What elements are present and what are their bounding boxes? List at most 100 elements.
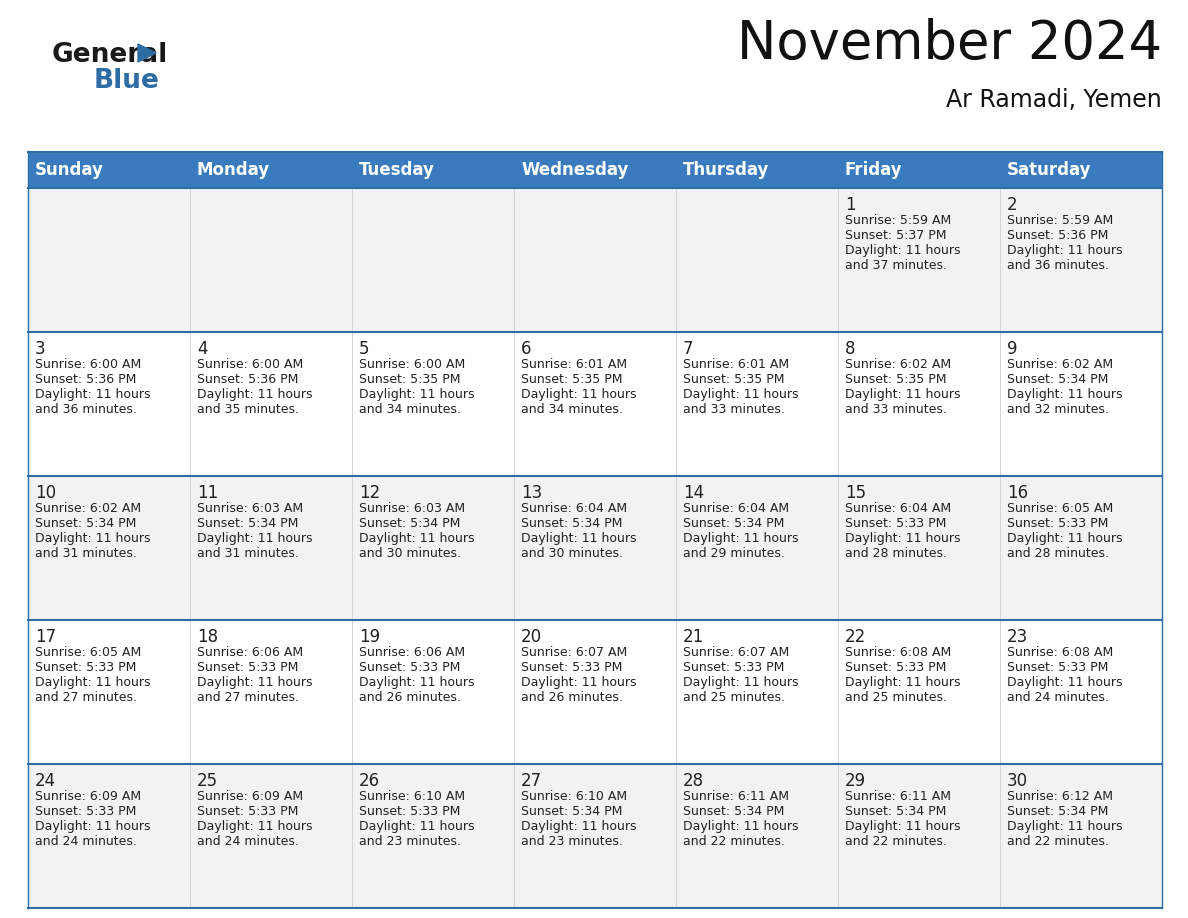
Text: Sunset: 5:34 PM: Sunset: 5:34 PM: [34, 517, 137, 530]
Text: and 25 minutes.: and 25 minutes.: [683, 691, 785, 704]
Text: and 33 minutes.: and 33 minutes.: [683, 403, 785, 416]
Bar: [838, 764, 1000, 908]
Text: Daylight: 11 hours: Daylight: 11 hours: [522, 532, 637, 545]
Text: Friday: Friday: [845, 161, 903, 179]
Text: Daylight: 11 hours: Daylight: 11 hours: [34, 388, 151, 401]
Text: Daylight: 11 hours: Daylight: 11 hours: [1007, 676, 1123, 689]
Text: Daylight: 11 hours: Daylight: 11 hours: [34, 532, 151, 545]
Bar: [838, 332, 1000, 476]
Bar: [352, 620, 514, 764]
Text: 7: 7: [683, 340, 694, 358]
Text: Saturday: Saturday: [1007, 161, 1092, 179]
Text: 15: 15: [845, 484, 866, 502]
Text: 1: 1: [845, 196, 855, 214]
Bar: [29, 764, 190, 908]
Text: Blue: Blue: [94, 68, 160, 94]
Text: 8: 8: [845, 340, 855, 358]
Text: and 22 minutes.: and 22 minutes.: [845, 835, 947, 848]
Text: and 27 minutes.: and 27 minutes.: [197, 691, 299, 704]
Text: Daylight: 11 hours: Daylight: 11 hours: [1007, 388, 1123, 401]
Text: Daylight: 11 hours: Daylight: 11 hours: [845, 244, 961, 257]
Text: Sunday: Sunday: [34, 161, 103, 179]
Text: 18: 18: [197, 628, 219, 646]
Bar: [1000, 332, 1162, 476]
Text: 10: 10: [34, 484, 56, 502]
Text: 26: 26: [359, 772, 380, 790]
Text: Sunset: 5:34 PM: Sunset: 5:34 PM: [683, 517, 784, 530]
Text: Daylight: 11 hours: Daylight: 11 hours: [34, 820, 151, 833]
Bar: [838, 476, 1000, 620]
Text: General: General: [52, 42, 169, 68]
Bar: [352, 332, 514, 476]
Text: 16: 16: [1007, 484, 1028, 502]
Bar: [29, 332, 190, 476]
Text: Daylight: 11 hours: Daylight: 11 hours: [359, 820, 474, 833]
Bar: [190, 764, 352, 908]
Text: and 26 minutes.: and 26 minutes.: [522, 691, 623, 704]
Text: 3: 3: [34, 340, 45, 358]
Text: Sunset: 5:33 PM: Sunset: 5:33 PM: [522, 661, 623, 674]
Bar: [838, 188, 1000, 332]
Text: Sunrise: 6:02 AM: Sunrise: 6:02 AM: [845, 358, 952, 371]
Text: 14: 14: [683, 484, 704, 502]
Text: Sunset: 5:34 PM: Sunset: 5:34 PM: [197, 517, 298, 530]
Text: Daylight: 11 hours: Daylight: 11 hours: [1007, 820, 1123, 833]
Text: 12: 12: [359, 484, 380, 502]
Text: Ar Ramadi, Yemen: Ar Ramadi, Yemen: [947, 88, 1162, 112]
Polygon shape: [138, 44, 156, 62]
Text: Sunset: 5:33 PM: Sunset: 5:33 PM: [845, 661, 947, 674]
Bar: [29, 620, 190, 764]
Text: 6: 6: [522, 340, 531, 358]
Text: Sunset: 5:36 PM: Sunset: 5:36 PM: [197, 373, 298, 386]
Text: and 35 minutes.: and 35 minutes.: [197, 403, 299, 416]
Text: and 24 minutes.: and 24 minutes.: [197, 835, 299, 848]
Bar: [190, 332, 352, 476]
Text: and 37 minutes.: and 37 minutes.: [845, 259, 947, 272]
Bar: [838, 620, 1000, 764]
Text: Sunset: 5:36 PM: Sunset: 5:36 PM: [1007, 229, 1108, 242]
Text: Sunrise: 6:04 AM: Sunrise: 6:04 AM: [522, 502, 627, 515]
Text: November 2024: November 2024: [737, 18, 1162, 70]
Bar: [676, 476, 838, 620]
Bar: [676, 188, 838, 332]
Text: and 33 minutes.: and 33 minutes.: [845, 403, 947, 416]
Text: 25: 25: [197, 772, 219, 790]
Text: Daylight: 11 hours: Daylight: 11 hours: [197, 532, 312, 545]
Bar: [352, 476, 514, 620]
Text: Daylight: 11 hours: Daylight: 11 hours: [683, 820, 798, 833]
Text: Daylight: 11 hours: Daylight: 11 hours: [522, 388, 637, 401]
Text: Daylight: 11 hours: Daylight: 11 hours: [683, 676, 798, 689]
Text: Sunset: 5:34 PM: Sunset: 5:34 PM: [1007, 805, 1108, 818]
Text: Sunset: 5:35 PM: Sunset: 5:35 PM: [522, 373, 623, 386]
Text: Daylight: 11 hours: Daylight: 11 hours: [522, 820, 637, 833]
Text: Daylight: 11 hours: Daylight: 11 hours: [197, 388, 312, 401]
Text: and 31 minutes.: and 31 minutes.: [197, 547, 299, 560]
Text: Sunset: 5:34 PM: Sunset: 5:34 PM: [522, 517, 623, 530]
Text: Sunrise: 6:03 AM: Sunrise: 6:03 AM: [197, 502, 303, 515]
Text: Daylight: 11 hours: Daylight: 11 hours: [845, 532, 961, 545]
Text: Sunrise: 6:11 AM: Sunrise: 6:11 AM: [683, 790, 789, 803]
Bar: [1000, 152, 1162, 188]
Text: and 28 minutes.: and 28 minutes.: [845, 547, 947, 560]
Text: Sunset: 5:33 PM: Sunset: 5:33 PM: [683, 661, 784, 674]
Text: Daylight: 11 hours: Daylight: 11 hours: [359, 676, 474, 689]
Text: Sunrise: 6:09 AM: Sunrise: 6:09 AM: [197, 790, 303, 803]
Text: Sunrise: 6:11 AM: Sunrise: 6:11 AM: [845, 790, 952, 803]
Text: Sunset: 5:33 PM: Sunset: 5:33 PM: [34, 805, 137, 818]
Text: Sunrise: 6:10 AM: Sunrise: 6:10 AM: [522, 790, 627, 803]
Text: 23: 23: [1007, 628, 1029, 646]
Text: Sunrise: 5:59 AM: Sunrise: 5:59 AM: [845, 214, 952, 227]
Text: Sunset: 5:36 PM: Sunset: 5:36 PM: [34, 373, 137, 386]
Text: and 29 minutes.: and 29 minutes.: [683, 547, 785, 560]
Text: 19: 19: [359, 628, 380, 646]
Text: Sunset: 5:34 PM: Sunset: 5:34 PM: [1007, 373, 1108, 386]
Bar: [676, 152, 838, 188]
Bar: [1000, 620, 1162, 764]
Text: Sunrise: 6:08 AM: Sunrise: 6:08 AM: [845, 646, 952, 659]
Text: 21: 21: [683, 628, 704, 646]
Text: and 23 minutes.: and 23 minutes.: [359, 835, 461, 848]
Bar: [190, 476, 352, 620]
Bar: [514, 188, 676, 332]
Text: Sunrise: 6:01 AM: Sunrise: 6:01 AM: [683, 358, 789, 371]
Text: 22: 22: [845, 628, 866, 646]
